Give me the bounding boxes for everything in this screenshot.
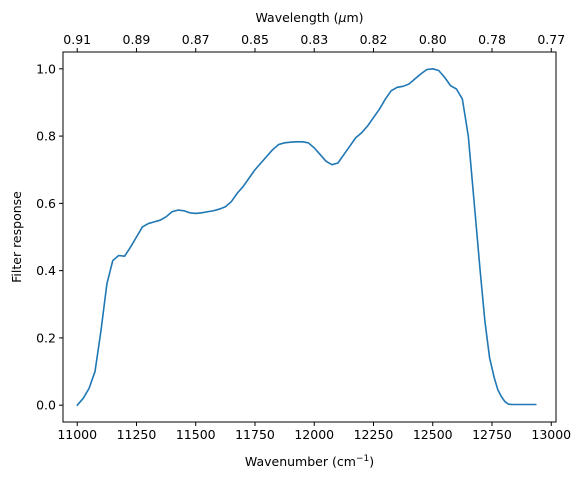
top-tick-label: 0.77 <box>537 32 565 47</box>
x-tick-label: 13000 <box>531 427 571 442</box>
y-tick-label: 1.0 <box>36 61 56 76</box>
top-tick-label: 0.89 <box>123 32 151 47</box>
top-tick-label: 0.85 <box>241 32 269 47</box>
x-axis-title: Wavenumber (cm−1) <box>245 454 374 469</box>
top-tick-label: 0.91 <box>63 32 91 47</box>
series-line-0 <box>76 68 537 406</box>
axes-frame <box>62 51 557 423</box>
y-axis-title: Filter response <box>9 191 24 283</box>
top-tick-label: 0.87 <box>182 32 210 47</box>
top-axis-title: Wavelength (μm) <box>255 10 363 25</box>
x-tick-label: 11250 <box>117 427 157 442</box>
top-axis-title-mu: μ <box>338 10 347 25</box>
y-tick-label: 0.6 <box>36 196 56 211</box>
y-tick-label: 0.8 <box>36 129 56 144</box>
x-tick-label: 12750 <box>472 427 512 442</box>
top-tick-label: 0.83 <box>300 32 328 47</box>
top-tick-label: 0.82 <box>360 32 388 47</box>
x-axis-title-superscript: −1 <box>356 454 369 464</box>
y-tick-label: 0.4 <box>36 263 56 278</box>
x-tick-label: 12250 <box>354 427 394 442</box>
bottom-axis: 11000 11250 11500 11750 12000 12250 12500 12750… <box>57 422 571 442</box>
x-tick-label: 12500 <box>413 427 453 442</box>
plot-area <box>76 68 537 406</box>
y-tick-label: 0.0 <box>36 398 56 413</box>
x-tick-label: 11000 <box>57 427 97 442</box>
y-tick-label: 0.2 <box>36 330 56 345</box>
x-tick-label: 11750 <box>235 427 275 442</box>
top-tick-label: 0.80 <box>419 32 447 47</box>
left-axis: 0.0 0.2 0.4 0.6 0.8 1.0 <box>36 61 63 413</box>
x-tick-label: 12000 <box>294 427 334 442</box>
top-axis: 0.91 0.89 0.87 0.85 0.83 0.82 0.80 0.78 0.77 <box>63 32 565 52</box>
top-tick-label: 0.78 <box>478 32 506 47</box>
x-tick-label: 11500 <box>176 427 216 442</box>
